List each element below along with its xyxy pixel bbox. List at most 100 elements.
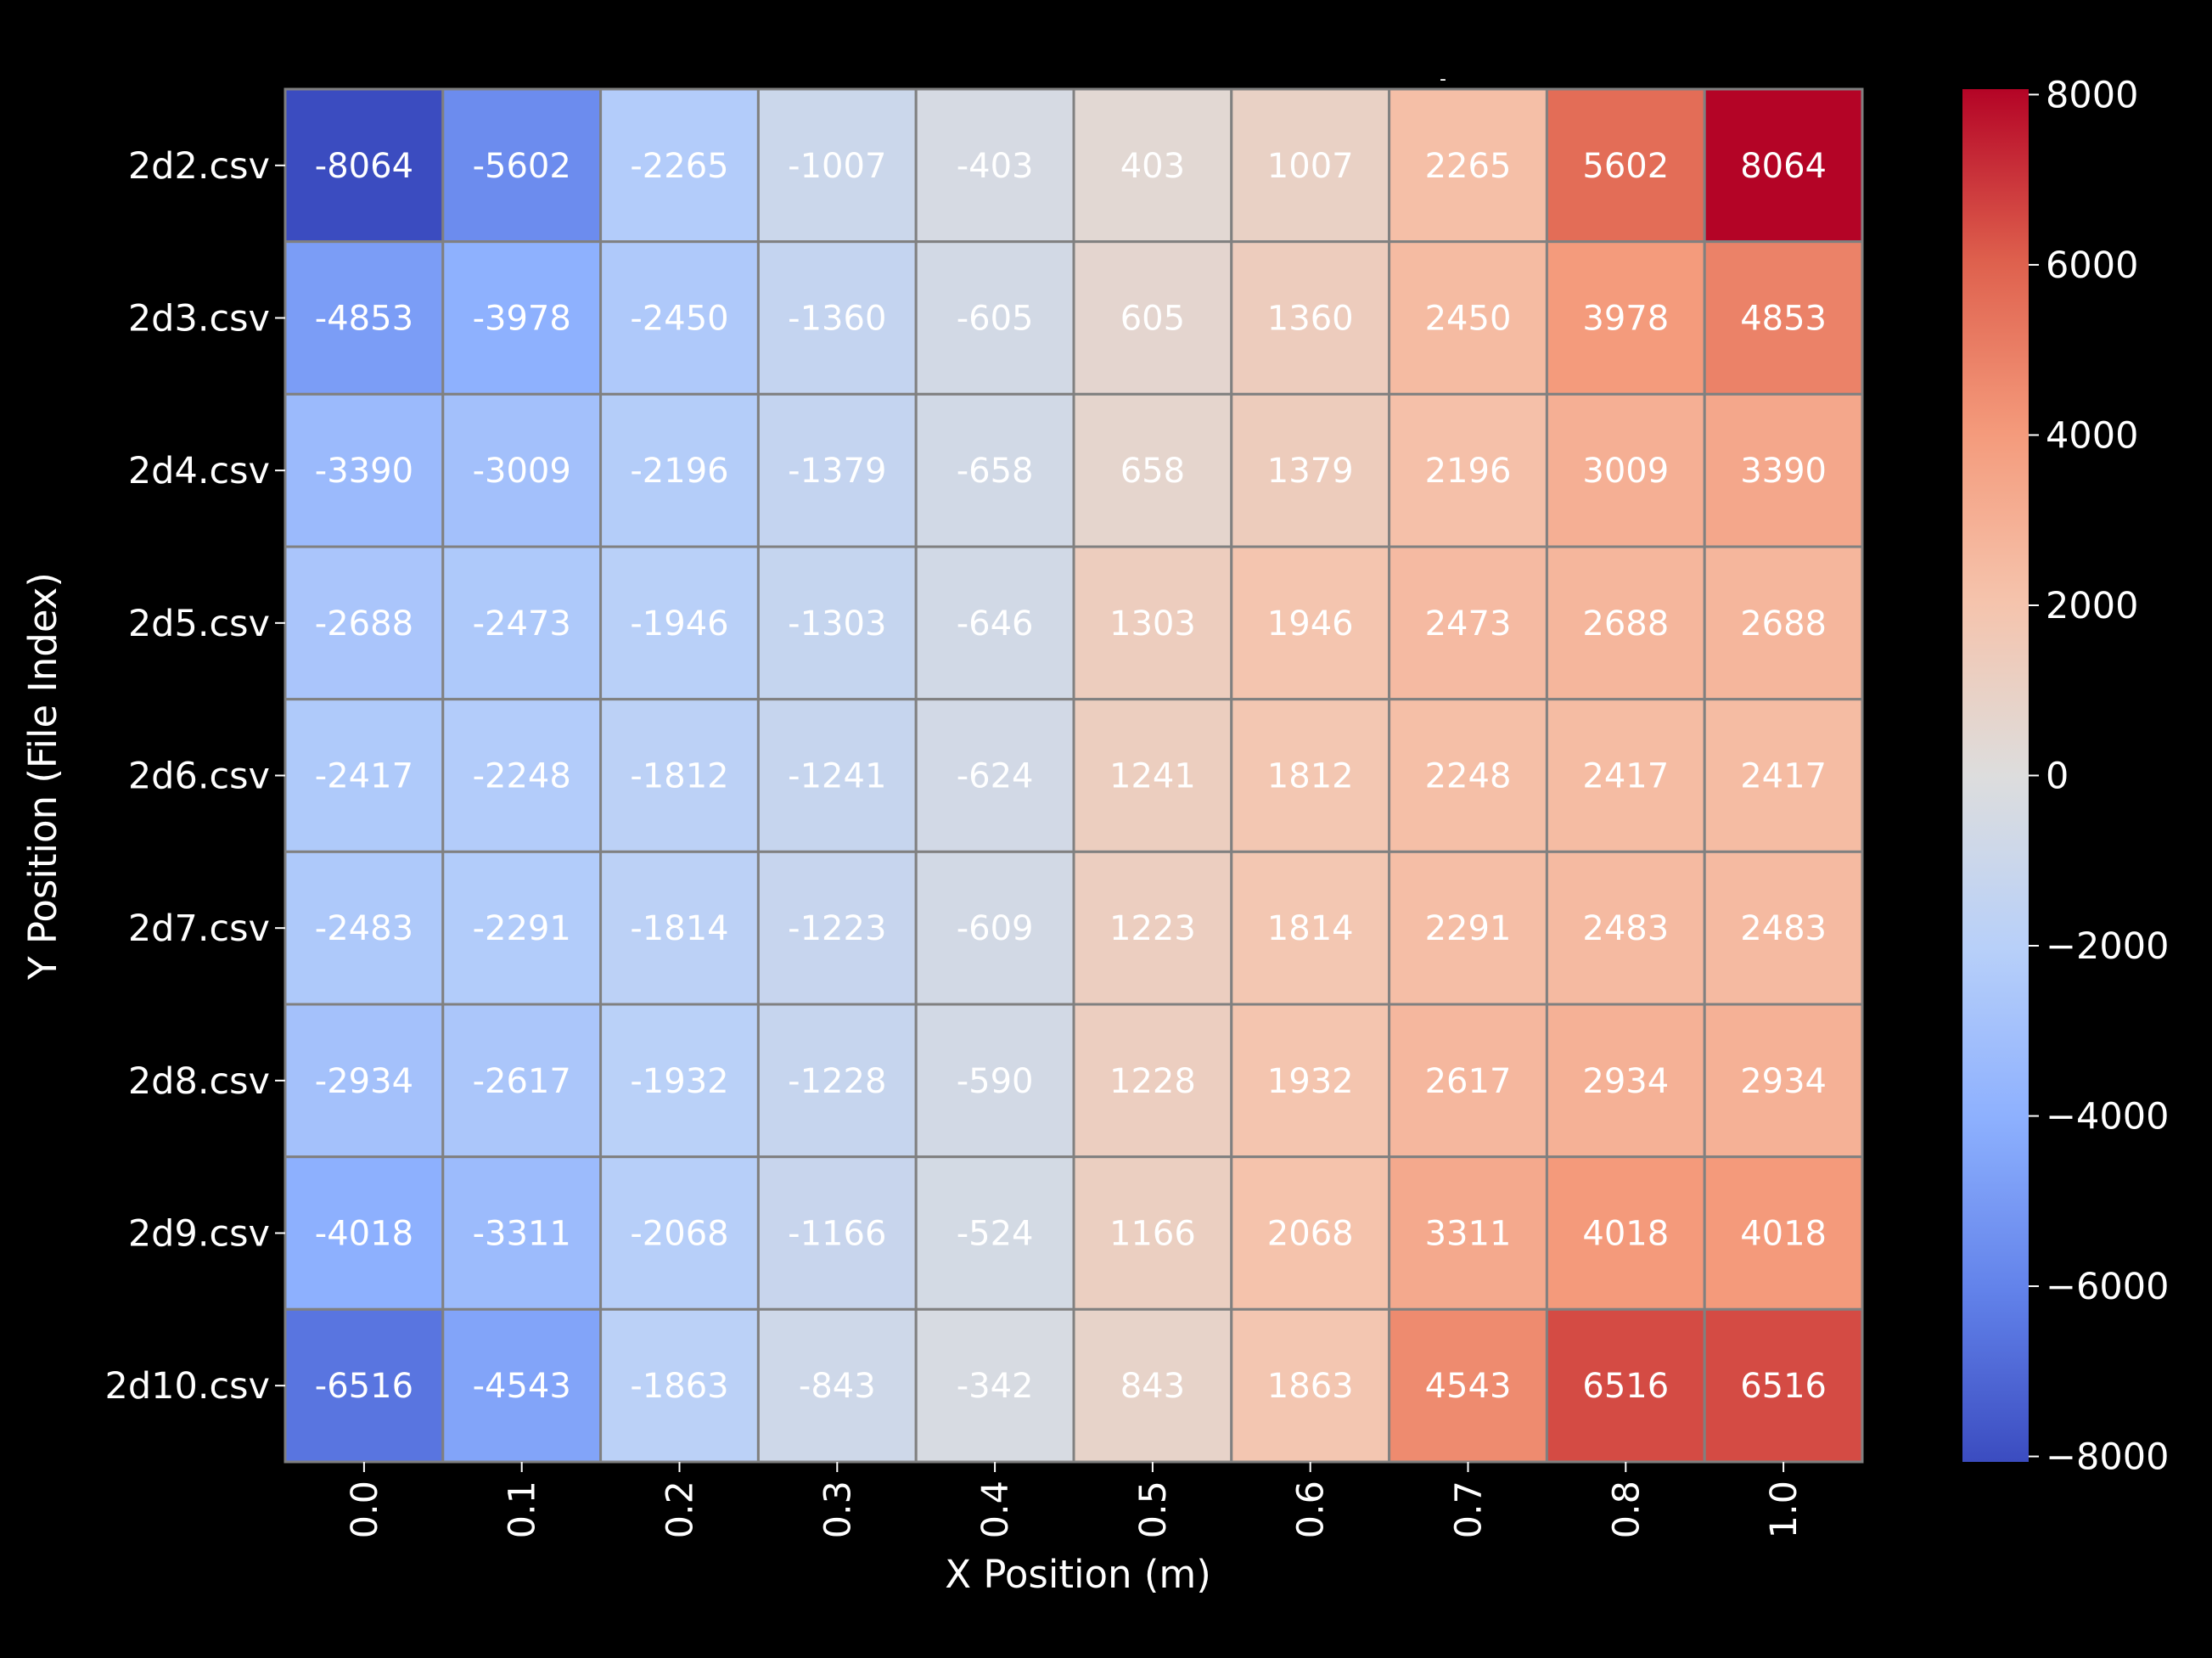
cell-value: -3311: [473, 1215, 571, 1254]
cell-value: -2688: [315, 604, 413, 644]
heatmap-cell: [1230, 1003, 1391, 1159]
heatmap-cell: [441, 1155, 603, 1311]
heatmap-cell: [599, 698, 760, 853]
cell-value: -3009: [473, 452, 571, 491]
heatmap-cell: [1703, 240, 1864, 396]
cell-value: -658: [957, 452, 1034, 491]
cell-value: -624: [957, 757, 1034, 796]
cell-value: -2248: [473, 757, 571, 796]
heatmap-cell: [1388, 392, 1548, 548]
cell-value: -843: [799, 1367, 876, 1406]
y-tick-label: 2d7.csv: [128, 908, 270, 950]
heatmap-cell: [599, 392, 760, 548]
cell-value: -6516: [315, 1367, 413, 1406]
cell-value: 1946: [1267, 604, 1354, 644]
cell-value: 1303: [1109, 604, 1196, 644]
heatmap-cell: [441, 698, 603, 853]
cell-value: -403: [957, 147, 1034, 186]
cell-value: 843: [1120, 1367, 1185, 1406]
y-tick-label: 2d3.csv: [128, 298, 270, 340]
cell-value: -1863: [630, 1367, 728, 1406]
cell-value: 1814: [1267, 909, 1354, 948]
cell-value: 1241: [1109, 757, 1196, 796]
heatmap-cell: [1230, 1307, 1391, 1464]
heatmap-cell: [1703, 698, 1864, 853]
heatmap-cell: [914, 1307, 1075, 1464]
cell-value: -1241: [788, 757, 886, 796]
heatmap-cell: [1388, 698, 1548, 853]
y-tick-label: 2d8.csv: [128, 1060, 270, 1103]
colorbar: [1962, 89, 2029, 1462]
heatmap-cell: [1230, 1155, 1391, 1311]
cell-value: 1228: [1109, 1062, 1196, 1101]
cell-value: -1812: [630, 757, 728, 796]
heatmap-cell: [441, 240, 603, 396]
cell-value: 2196: [1425, 452, 1512, 491]
heatmap-cell: [1072, 850, 1233, 1006]
cell-value: -342: [957, 1367, 1034, 1406]
x-tick-label: 0.1: [502, 1481, 544, 1538]
cell-value: -2473: [473, 604, 571, 644]
colorbar-ticks: 8000 6000 4000 2000 0 −2000 −4000 −6000 −8000: [2029, 74, 2169, 1479]
cell-value: 2483: [1740, 909, 1827, 948]
cell-value: 3978: [1582, 300, 1669, 339]
heatmap-cell: [1545, 545, 1706, 701]
cell-value: -609: [957, 909, 1034, 948]
cell-value: 658: [1120, 452, 1185, 491]
x-tick-label: 1.0: [1763, 1481, 1805, 1538]
cell-value: -524: [957, 1215, 1034, 1254]
colorbar-tick-label: 6000: [2046, 244, 2138, 287]
x-axis-label: X Position (m): [945, 1552, 1211, 1597]
cell-value: -3978: [473, 300, 571, 339]
cell-value: -4853: [315, 300, 413, 339]
y-tick-label: 2d5.csv: [128, 603, 270, 645]
y-tick-label: 2d6.csv: [128, 756, 270, 798]
heatmap-cell: [1388, 1003, 1548, 1159]
cell-value: 3009: [1582, 452, 1669, 491]
x-tick-label: 0.8: [1605, 1481, 1648, 1538]
cell-value: 2688: [1582, 604, 1669, 644]
cell-value: 2688: [1740, 604, 1827, 644]
cell-value: 2291: [1425, 909, 1512, 948]
cell-value: 4543: [1425, 1367, 1512, 1406]
heatmap-cell: [284, 392, 445, 548]
cell-value: -5602: [473, 147, 571, 186]
heatmap-cell: [914, 850, 1075, 1006]
cell-value: -1228: [788, 1062, 886, 1101]
cell-value: 1223: [1109, 909, 1196, 948]
heatmap-cell: [441, 392, 603, 548]
y-axis-ticks: 2d2.csv 2d3.csv 2d4.csv 2d5.csv 2d6.csv 2d7.c…: [104, 145, 285, 1408]
cell-value: -4543: [473, 1367, 571, 1406]
y-tick-label: 2d9.csv: [128, 1213, 270, 1256]
heatmap-cell: [756, 1155, 918, 1311]
colorbar-tick-label: −8000: [2046, 1436, 2169, 1479]
heatmap-cell: [756, 1003, 918, 1159]
cell-value: 1360: [1267, 300, 1354, 339]
heatmap-cell: [1545, 1003, 1706, 1159]
heatmap-cell: [1703, 1307, 1864, 1464]
heatmap-cell: [441, 1307, 603, 1464]
cell-value: 5602: [1582, 147, 1669, 186]
heatmap-cell: [1230, 698, 1391, 853]
cell-value: -590: [957, 1062, 1034, 1101]
x-tick-label: 0.7: [1448, 1481, 1491, 1538]
heatmap-cell: [599, 850, 760, 1006]
y-tick-label: 2d2.csv: [128, 145, 270, 188]
x-tick-label: 0.5: [1132, 1481, 1175, 1538]
heatmap-cell: [1703, 1003, 1864, 1159]
cell-value: 2934: [1740, 1062, 1827, 1101]
heatmap-cell: [1545, 698, 1706, 853]
heatmap-cell: [284, 1003, 445, 1159]
heatmap-cell: [284, 87, 445, 244]
cell-value: 1379: [1267, 452, 1354, 491]
heatmap-cell: [1703, 87, 1864, 244]
cell-value: 4018: [1582, 1215, 1669, 1254]
y-tick-label: 2d4.csv: [128, 450, 270, 492]
heatmap-cell: [599, 87, 760, 244]
cell-value: 2473: [1425, 604, 1512, 644]
cell-value: -1303: [788, 604, 886, 644]
cell-value: -1007: [788, 147, 886, 186]
cell-value: 2068: [1267, 1215, 1354, 1254]
x-tick-label: 0.6: [1290, 1481, 1333, 1538]
